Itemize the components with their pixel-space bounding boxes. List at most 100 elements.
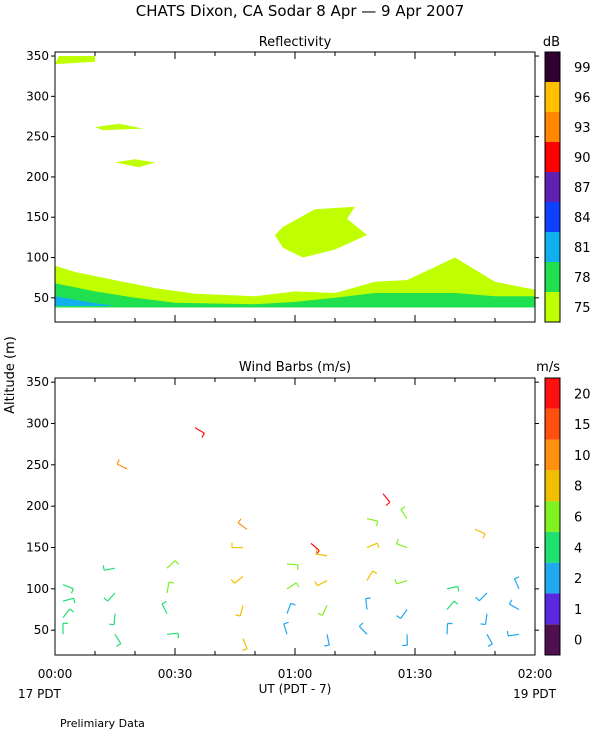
y-tick-label: 100 [26,582,49,596]
y-tick-label: 50 [34,291,49,305]
wind-colorbar-unit: m/s [536,360,560,375]
wind-barb [283,621,289,635]
wind-barb [402,634,408,647]
y-tick-label: 250 [26,458,49,472]
figure-title: CHATS Dixon, CA Sodar 8 Apr — 9 Apr 2007 [136,2,465,20]
y-tick-label: 150 [26,541,49,555]
reflectivity-title: Reflectivity [259,35,332,50]
colorbar-swatch [545,262,560,292]
wind-barb [365,597,371,610]
colorbar-label: 1 [574,603,582,618]
colorbar-swatch [545,142,560,172]
colorbar-frame [544,377,561,656]
wind-barb [324,634,330,647]
y-tick-label: 100 [26,251,49,265]
colorbar-swatch [545,531,560,563]
reflectivity-region [55,56,95,65]
wind-barb [286,602,296,614]
y-tick-label: 250 [26,130,49,144]
reflectivity-region [55,296,115,306]
wind-barb [314,580,328,587]
wind-barb [242,638,248,652]
colorbar-label: 75 [574,301,591,316]
wind-plot-area: 50 100 150 200 250 300 350 [26,375,539,656]
colorbar-swatch [545,378,560,409]
colorbar-swatch [545,593,560,625]
y-tick-label: 150 [26,210,49,224]
preliminary-note: Prelimiary Data [60,717,145,730]
wind-barb [286,563,299,570]
colorbar-swatch [545,408,560,440]
plot-frame [54,377,536,656]
colorbar-label: 84 [574,211,591,226]
wind-barb [366,517,379,527]
x-tick-label: 00:00 [38,667,73,681]
x-end-date: 19 PDT [513,687,557,701]
y-tick-label: 50 [34,623,49,637]
wind-barb [475,592,488,602]
wind-barb [486,634,493,647]
wind-barb [480,613,488,626]
wind-colorbar: 0 1 2 4 6 8 10 15 20 [544,377,591,656]
wind-barb [194,427,205,438]
x-axis-label: UT (PDT - 7) [259,682,332,696]
colorbar-swatch [545,52,560,82]
wind-barb [286,582,300,590]
colorbar-label: 4 [574,541,582,556]
colorbar-swatch [545,172,560,202]
wind-barb [103,592,116,602]
x-tick-label: 01:30 [398,667,433,681]
reflectivity-region [115,159,155,168]
colorbar-swatch [545,292,560,322]
colorbar-label: 10 [574,449,591,464]
wind-barb [508,599,520,611]
wind-barb [161,601,168,614]
colorbar-label: 87 [574,181,591,196]
wind-barb [506,630,520,637]
wind-barb [366,570,378,581]
reflectivity-colorbar: 75 78 81 84 87 90 93 96 99 [544,51,591,323]
wind-barb [231,542,244,549]
data-layer [55,56,535,308]
wind-barb [116,459,128,470]
wind-barb [237,518,248,530]
colorbar-swatch [545,82,560,112]
colorbar-swatch [545,562,560,594]
wind-barb [166,632,180,639]
wind-barb [62,584,74,594]
wind-barb [109,613,116,626]
reflectivity-region [95,123,143,131]
colorbar-label: 90 [574,151,591,166]
wind-barb [446,600,459,610]
wind-barb [315,549,328,557]
wind-barb [166,560,179,569]
x-tick-label: 02:00 [518,667,553,681]
colorbar-swatch [545,624,560,655]
colorbar-label: 81 [574,241,591,256]
wind-barb [396,539,408,549]
colorbar-label: 96 [574,91,591,106]
y-tick-label: 300 [26,416,49,430]
wind-barb [310,542,320,555]
colorbar-label: 93 [574,121,591,136]
wind-barb [446,585,460,592]
y-tick-label: 350 [26,49,49,63]
x-tick-labels: 00:00 00:30 01:00 01:30 02:00 [38,667,553,681]
colorbar-label: 20 [574,387,591,402]
y-tick-label: 350 [26,375,49,389]
y-tick-label: 300 [26,89,49,103]
colorbar-label: 8 [574,480,582,495]
colorbar-label: 99 [574,61,591,76]
colorbar-swatch [545,439,560,471]
colorbar-swatch [545,202,560,232]
wind-barb [166,581,174,594]
x-tick-label: 00:30 [158,667,193,681]
wind-barb [62,597,76,604]
wind-barb [474,528,486,539]
colorbar-label: 2 [574,572,582,587]
wind-barb [102,565,116,571]
wind-barb [358,622,368,635]
wind-barb [62,622,68,635]
wind-barb [235,605,244,617]
